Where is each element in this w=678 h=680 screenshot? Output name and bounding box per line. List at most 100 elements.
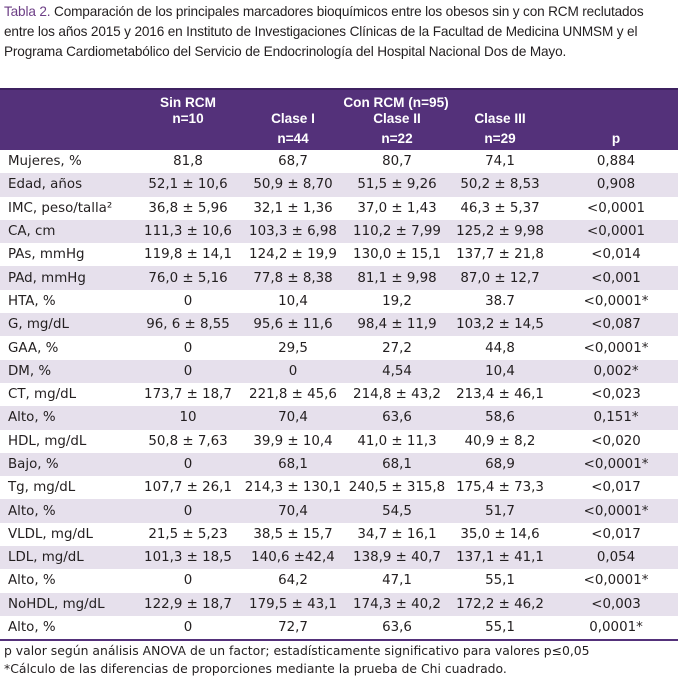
table-row: HDL, mg/dL 50,8 ± 7,63 39,9 ± 10,4 41,0 ± 1…	[0, 430, 678, 453]
p-value: <0,017	[591, 480, 641, 496]
row-label: PAd, mmHg	[0, 266, 138, 290]
row-label: G, mg/dL	[0, 313, 138, 337]
table-row: VLDL, mg/dL 21,5 ± 5,23 38,5 ± 15,7 34,7 ± …	[0, 523, 678, 546]
header-clase2: Clase II	[348, 112, 446, 126]
p-value: 0,002*	[554, 359, 678, 383]
p-value: <0,0001	[554, 219, 678, 244]
sin-rcm-value: 101,3 ± 18,5	[138, 546, 238, 570]
p-value: <0,014	[591, 247, 641, 263]
table-caption: Tabla 2. Comparación de los principales …	[0, 0, 678, 88]
sin-rcm-value: 76,0 ± 5,16	[138, 266, 238, 290]
sin-rcm-value: 21,5 ± 5,23	[148, 526, 228, 542]
clase3-value: 38.7	[485, 293, 515, 309]
p-value: <0,0001*	[554, 499, 678, 523]
row-label: Bajo, %	[0, 452, 138, 477]
table-row: Edad, años 52,1 ± 10,6 50,9 ± 8,70 51,5 ± 9…	[0, 173, 678, 197]
clase2-value: 240,5 ± 315,8	[348, 480, 446, 496]
clase3-value: 175,4 ± 73,3	[456, 480, 544, 496]
table-row: Alto, % 0 72,7 63,6 55,1 0,0001*	[0, 615, 678, 642]
table-row: G, mg/dL 96, 6 ± 8,55 95,6 ± 11,6 98,4 ± 11…	[0, 313, 678, 337]
row-label: DM, %	[0, 359, 138, 383]
clase1-value: 221,8 ± 45,6	[249, 387, 337, 403]
clase2-value: 81,1 ± 9,98	[348, 266, 446, 290]
row-label: Alto, %	[0, 406, 138, 430]
footnote-anova: p valor según análisis ANOVA de un facto…	[4, 643, 590, 659]
row-label: Alto, %	[0, 499, 138, 523]
clase1-value: 29,5	[278, 340, 308, 356]
clase3-value: 213,4 ± 46,1	[456, 387, 544, 403]
p-value: <0,017	[591, 526, 641, 542]
clase1-value: 50,9 ± 8,70	[238, 173, 348, 197]
clase3-value: 40,9 ± 8,2	[464, 433, 536, 449]
table-row: IMC, peso/talla² 36,8 ± 5,96 32,1 ± 1,36 37…	[0, 197, 678, 220]
row-label: LDL, mg/dL	[0, 546, 138, 570]
p-value: <0,003	[554, 592, 678, 616]
p-value: <0,0001	[586, 200, 646, 216]
clase2-value: 80,7	[382, 154, 412, 170]
table-row: Alto, % 0 64,2 47,1 55,1 <0,0001*	[0, 569, 678, 592]
clase1-value: 124,2 ± 19,9	[249, 247, 337, 263]
header-clase1: Clase I	[238, 112, 348, 126]
clase2-value: 63,6	[348, 615, 446, 642]
sin-rcm-value: 0	[138, 359, 238, 383]
header-clase3: Clase III	[446, 112, 555, 126]
clase1-value: 64,2	[278, 573, 308, 589]
row-label: IMC, peso/talla²	[8, 200, 113, 216]
sin-rcm-value: 0	[183, 573, 193, 589]
clase3-value: 55,1	[446, 615, 555, 642]
clase2-value: 130,0 ± 15,1	[353, 247, 441, 263]
clase2-value: 37,0 ± 1,43	[357, 200, 437, 216]
table-row: GAA, % 0 29,5 27,2 44,8 <0,0001*	[0, 336, 678, 359]
row-label: HTA, %	[8, 293, 56, 309]
clase2-value: 4,54	[348, 359, 446, 383]
clase3-value: 68,9	[446, 452, 555, 477]
clase2-value: 41,0 ± 11,3	[357, 433, 437, 449]
clase2-value: 47,1	[382, 573, 412, 589]
clase3-value: 74,1	[485, 154, 515, 170]
clase3-value: 35,0 ± 14,6	[460, 526, 540, 542]
row-label: VLDL, mg/dL	[8, 526, 93, 542]
sin-rcm-value: 36,8 ± 5,96	[148, 200, 228, 216]
clase2-value: 68,1	[348, 452, 446, 477]
table-header: Sin RCM Con RCM (n=95) n=10 Clase I Clas…	[0, 89, 678, 150]
row-label: Alto, %	[0, 615, 138, 642]
p-value: <0,023	[591, 387, 641, 403]
row-label: Alto, %	[8, 573, 56, 589]
clase1-value: 140,6 ±42,4	[238, 546, 348, 570]
sin-rcm-value: 0	[138, 499, 238, 523]
footnote-chi: *Cálculo de las diferencias de proporcio…	[4, 661, 507, 677]
table-row: DM, % 0 0 4,54 10,4 0,002*	[0, 359, 678, 383]
row-label: CA, cm	[0, 219, 138, 244]
clase1-value: 70,4	[238, 406, 348, 430]
header-sin-rcm: Sin RCM	[138, 89, 238, 112]
table-row: Tg, mg/dL 107,7 ± 26,1 214,3 ± 130,1 240,5 …	[0, 476, 678, 499]
clase3-value: 55,1	[485, 573, 515, 589]
table-row: Mujeres, % 81,8 68,7 80,7 74,1 0,884	[0, 150, 678, 173]
clase3-value: 103,2 ± 14,5	[446, 313, 555, 337]
row-label: NoHDL, mg/dL	[0, 592, 138, 616]
table-row: Alto, % 10 70,4 63,6 58,6 0,151*	[0, 406, 678, 430]
clase3-value: 58,6	[446, 406, 555, 430]
header-blank	[0, 89, 138, 112]
sin-rcm-value: 0	[183, 340, 193, 356]
clase1-value: 70,4	[238, 499, 348, 523]
sin-rcm-value: 10	[138, 406, 238, 430]
clase2-value: 51,5 ± 9,26	[348, 173, 446, 197]
p-value: <0,0001*	[583, 573, 649, 589]
header-blank-p	[554, 89, 678, 112]
sin-rcm-value: 111,3 ± 10,6	[138, 219, 238, 244]
table-row: LDL, mg/dL 101,3 ± 18,5 140,6 ±42,4 138,9 ±…	[0, 546, 678, 570]
row-label: GAA, %	[8, 340, 59, 356]
p-value: <0,0001*	[583, 293, 649, 309]
clase1-value: 103,3 ± 6,98	[238, 219, 348, 244]
p-value: <0,020	[591, 433, 641, 449]
clase3-value: 137,7 ± 21,8	[456, 247, 544, 263]
clase1-value: 77,8 ± 8,38	[238, 266, 348, 290]
clase3-value: 172,2 ± 46,2	[446, 592, 555, 616]
caption-text: Comparación de los principales marcadore…	[4, 4, 644, 59]
sin-rcm-value: 0	[183, 293, 193, 309]
clase1-value: 72,7	[238, 615, 348, 642]
header-clase1-n: n=44	[238, 126, 348, 150]
caption-label: Tabla 2.	[4, 4, 51, 19]
row-label: CT, mg/dL	[8, 387, 77, 403]
